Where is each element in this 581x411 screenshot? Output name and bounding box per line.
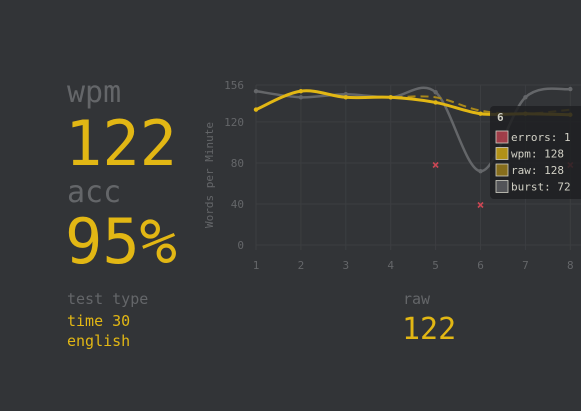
tooltip [490, 106, 581, 199]
acc-value: 95% [65, 205, 177, 278]
plot: 0 40 80 120 156 1 2 3 4 5 6 7 8 6 errors: 1 wpm: 128 raw… [224, 79, 581, 272]
tooltip-swatch [495, 147, 509, 160]
point [343, 95, 348, 100]
tooltip-item: raw: 128 [511, 164, 564, 177]
y-tick-label: 80 [231, 157, 244, 170]
acc-label: acc [67, 175, 121, 210]
x-tick-label: 2 [298, 259, 305, 272]
tooltip-item: errors: 1 [511, 131, 571, 144]
x-tick-label: 3 [342, 259, 349, 272]
tooltip-item: wpm: 128 [511, 148, 564, 161]
point [568, 86, 573, 92]
point [253, 107, 259, 112]
tooltip-item: burst: 72 [511, 181, 571, 194]
test-type-line: time 30 [67, 312, 130, 330]
point [253, 88, 259, 94]
point [478, 168, 483, 174]
y-tick-label: 40 [231, 198, 244, 211]
wpm-value: 122 [65, 107, 177, 180]
raw-label: raw [403, 290, 431, 308]
test-type-line: english [67, 332, 130, 350]
point [478, 111, 483, 116]
y-axis-label: Words per Minute [203, 122, 216, 228]
x-tick-label: 4 [387, 259, 394, 272]
wpm-label: wpm [67, 75, 121, 110]
point [343, 92, 348, 97]
x-tick-label: 1 [253, 259, 260, 272]
test-type-label: test type [67, 290, 148, 308]
raw-value: 122 [402, 312, 456, 347]
error-marker [477, 201, 484, 209]
point [433, 89, 438, 95]
point [388, 95, 393, 100]
y-tick-label: 156 [224, 79, 244, 92]
x-tick-label: 6 [477, 259, 484, 272]
x-tick-label: 8 [567, 259, 574, 272]
point [523, 95, 528, 100]
y-tick-label: 0 [237, 239, 244, 252]
point [298, 95, 304, 100]
error-marker [432, 161, 439, 169]
point [298, 88, 304, 94]
y-tick-label: 120 [224, 116, 244, 129]
x-tick-label: 7 [522, 259, 529, 272]
tooltip-swatch [495, 180, 509, 193]
point [433, 100, 438, 105]
x-tick-label: 5 [432, 259, 439, 272]
tooltip-title: 6 [497, 111, 504, 124]
tooltip-swatch [495, 130, 509, 144]
tooltip-swatch [495, 163, 509, 177]
